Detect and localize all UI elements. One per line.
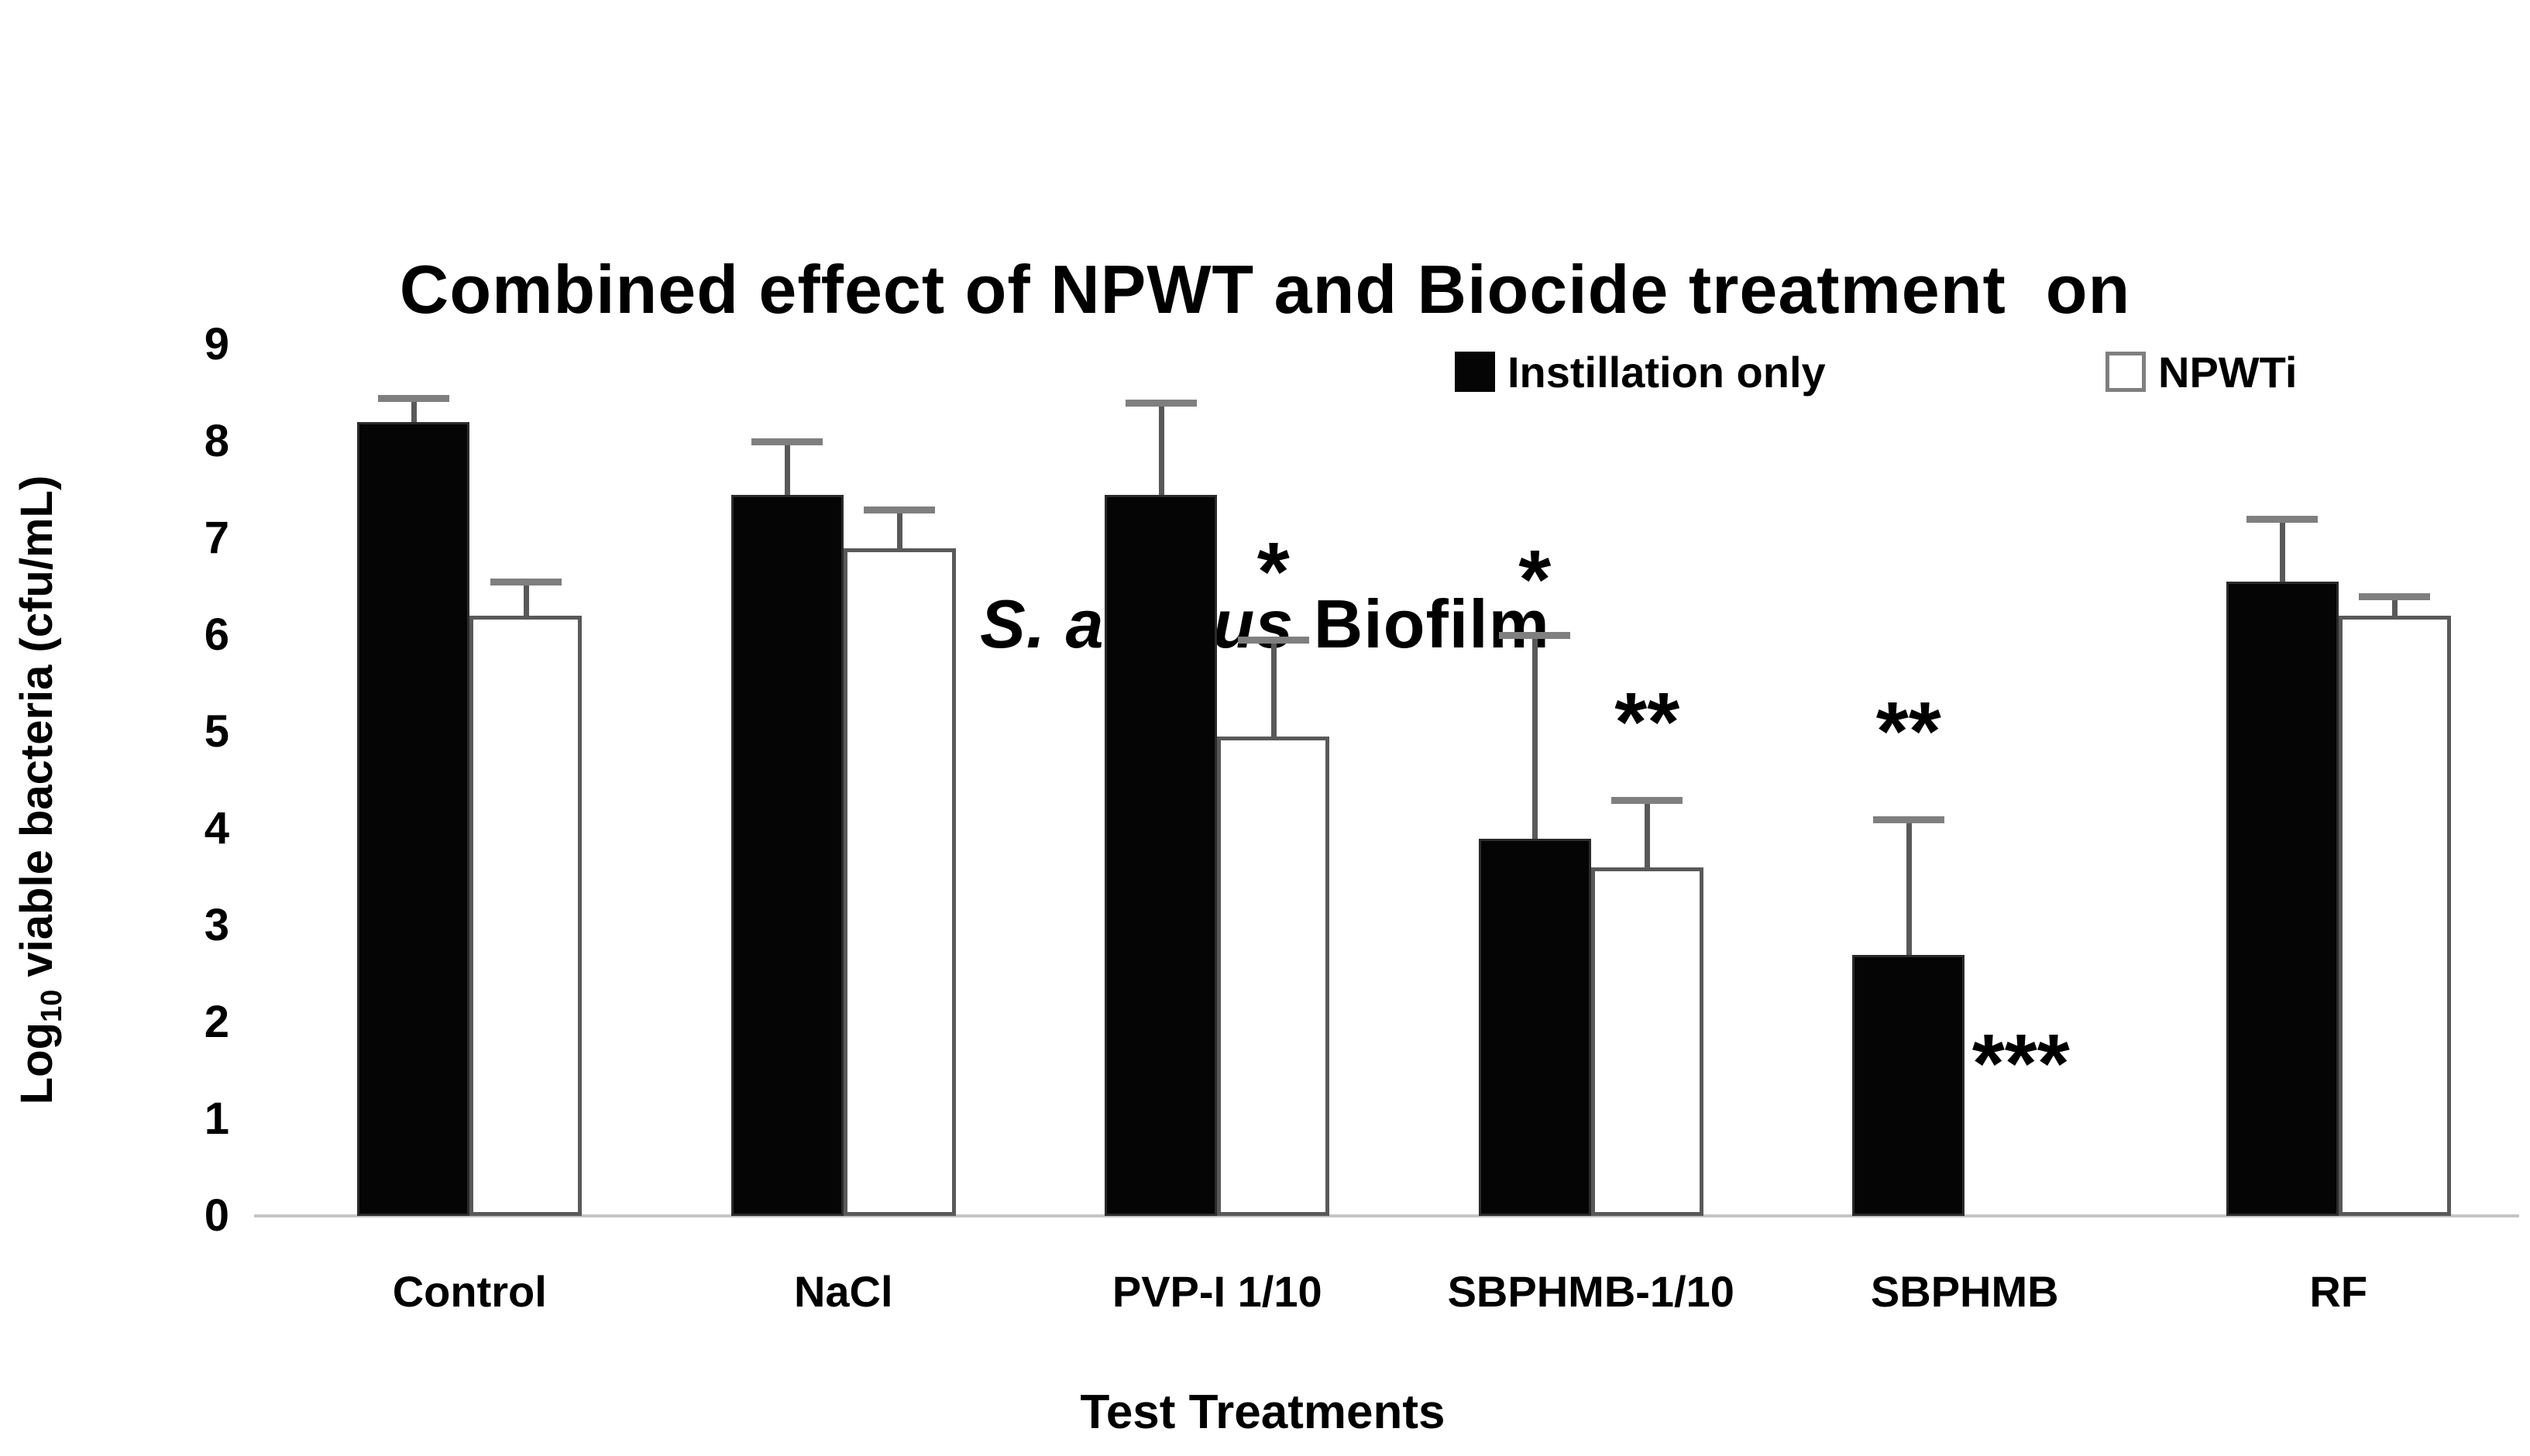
y-tick-label: 9: [204, 319, 229, 369]
bar-instillation-only-control: [357, 422, 470, 1216]
chart-title-line1: Combined effect of NPWT and Biocide trea…: [399, 251, 2131, 328]
x-tick-label: PVP-I 1/10: [1112, 1267, 1322, 1316]
error-bar-cap: [751, 438, 823, 445]
error-bar-stem: [1532, 635, 1538, 839]
bar-instillation-only-sbphmb-1-10: [1478, 838, 1591, 1216]
bar-npwti-pvp-i-1-10: [1217, 737, 1330, 1216]
error-bar-cap: [1237, 637, 1309, 644]
x-axis-line: [254, 1214, 2519, 1217]
y-tick-label: 6: [204, 610, 229, 660]
x-tick-label: Control: [392, 1267, 547, 1316]
error-bar-stem: [2280, 519, 2286, 582]
error-bar-stem: [785, 441, 791, 495]
error-bar-cap: [2359, 593, 2431, 600]
error-bar-cap: [1499, 632, 1571, 639]
error-bar-cap: [490, 579, 562, 586]
error-bar-stem: [2392, 596, 2398, 616]
legend-swatch-white: [2105, 352, 2146, 392]
bar-npwti-sbphmb-1-10: [1590, 867, 1703, 1216]
bar-npwti-nacl: [843, 548, 956, 1216]
error-bar-stem: [1645, 799, 1651, 867]
bar-instillation-only-nacl: [730, 494, 844, 1216]
error-bar-cap: [1611, 796, 1683, 804]
chart-title-line2-rest: Biofilm: [1294, 585, 1550, 662]
y-axis-title-text: Log: [12, 1022, 62, 1105]
error-bar-cap: [377, 394, 449, 402]
legend-label: NPWTi: [2158, 348, 2298, 397]
bar-instillation-only-pvp-i-1-10: [1105, 494, 1218, 1216]
x-tick-label: RF: [2309, 1267, 2368, 1316]
y-axis-title-subscript: 10: [36, 989, 68, 1022]
error-bar-stem: [1906, 819, 1912, 955]
bar-instillation-only-sbphmb: [1852, 954, 1965, 1216]
y-tick-label: 2: [204, 997, 229, 1047]
error-bar-stem: [1270, 640, 1277, 737]
bar-npwti-rf: [2338, 616, 2451, 1216]
error-bar-stem: [1158, 403, 1164, 495]
significance-marker: *: [1256, 524, 1290, 618]
error-bar-cap: [1125, 400, 1197, 407]
bar-npwti-control: [469, 616, 583, 1216]
y-tick-label: 0: [204, 1190, 229, 1241]
error-bar-cap: [2246, 516, 2319, 523]
error-bar-cap: [1872, 816, 1944, 823]
bar-instillation-only-rf: [2226, 582, 2339, 1216]
x-tick-label: NaCl: [793, 1267, 893, 1316]
significance-marker: *: [1518, 532, 1552, 626]
error-bar-stem: [411, 397, 417, 422]
significance-marker: ***: [1971, 1016, 2070, 1110]
y-tick-label: 4: [204, 803, 229, 853]
significance-marker: **: [1875, 684, 1941, 778]
y-tick-label: 5: [204, 706, 229, 757]
y-tick-label: 7: [204, 513, 229, 563]
y-axis-title: Log10 viable bacteria (cfu/mL): [0, 248, 74, 1332]
x-tick-label: SBPHMB-1/10: [1447, 1267, 1734, 1316]
y-axis-title-units: viable bacteria (cfu/mL): [12, 475, 62, 990]
x-axis-title: Test Treatments: [1080, 1386, 1445, 1439]
error-bar-cap: [864, 506, 936, 513]
error-bar-stem: [523, 582, 529, 616]
y-tick-label: 1: [204, 1094, 229, 1144]
legend-label: Instillation only: [1507, 348, 1826, 397]
x-tick-label: SBPHMB: [1870, 1267, 2059, 1316]
significance-marker: **: [1614, 674, 1680, 768]
y-tick-label: 8: [204, 416, 229, 466]
legend-swatch-black: [1455, 352, 1495, 392]
error-bar-stem: [897, 509, 903, 548]
y-tick-label: 3: [204, 900, 229, 950]
